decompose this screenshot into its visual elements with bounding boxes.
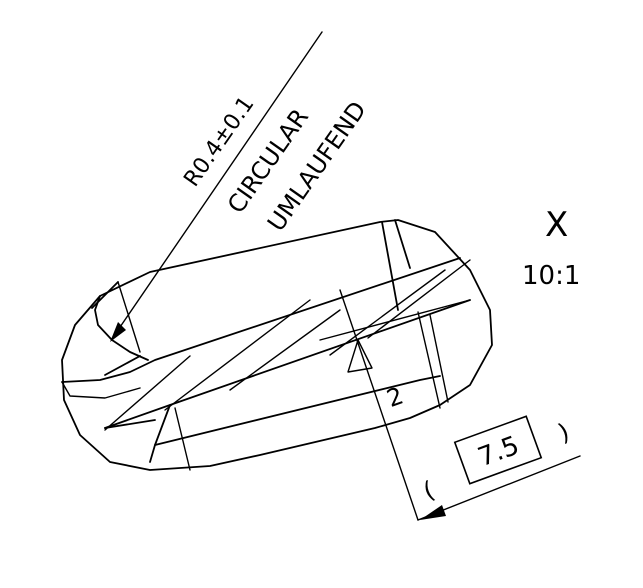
detail-letter: X [545,205,568,245]
dim-arrowhead [420,505,446,520]
leader-arrowhead [110,322,126,342]
detail-scale: 10:1 [522,261,580,291]
basic-dim-box [453,415,543,485]
paren-open: ( [420,476,438,506]
lower-groove [104,299,471,471]
small-dimension: 2 [383,382,407,414]
upper-groove [61,257,461,399]
part-outline [61,219,493,471]
edge-lines [319,219,471,409]
leader-line [110,31,323,342]
dim-triangle-marker [347,339,373,373]
dimension-7-5: ( 7.5 ) [417,415,581,521]
section-hatching [104,259,471,431]
paren-close: ) [555,418,573,448]
basic-dim-box-group: 7.5 [453,415,543,485]
